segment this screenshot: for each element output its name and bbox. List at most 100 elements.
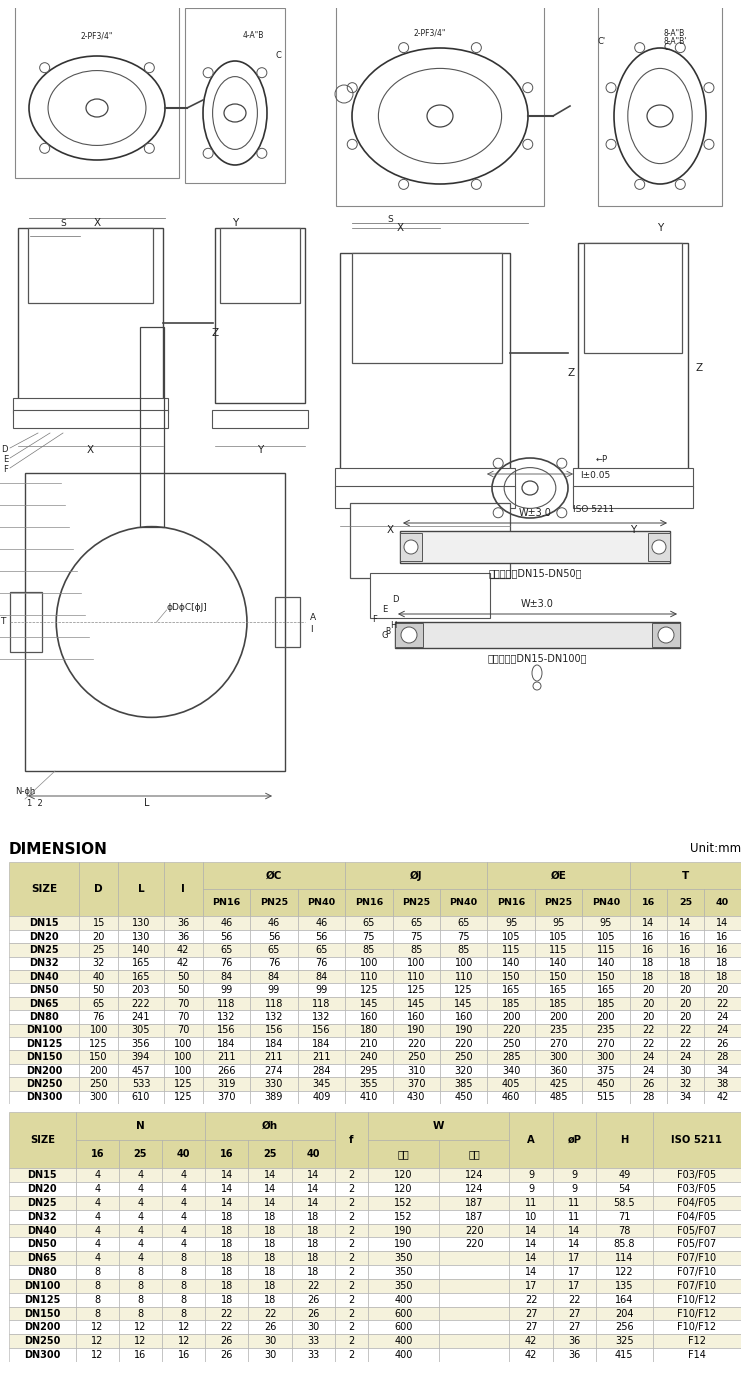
Bar bbox=[596, 1307, 652, 1321]
Bar bbox=[206, 1181, 248, 1197]
Bar bbox=[9, 1091, 79, 1104]
Bar bbox=[630, 1037, 667, 1051]
Bar bbox=[162, 1279, 206, 1293]
Text: C': C' bbox=[664, 44, 672, 52]
Bar bbox=[202, 917, 250, 929]
Bar bbox=[251, 943, 298, 957]
Bar bbox=[76, 1238, 119, 1252]
Bar bbox=[28, 229, 153, 303]
Bar bbox=[9, 1011, 79, 1023]
Text: 12: 12 bbox=[91, 1322, 104, 1333]
Text: 4: 4 bbox=[137, 1198, 143, 1208]
Bar bbox=[553, 1238, 596, 1252]
Text: 25: 25 bbox=[263, 1150, 277, 1159]
Text: 18: 18 bbox=[220, 1267, 233, 1276]
Text: DN300: DN300 bbox=[24, 1349, 61, 1360]
Text: C': C' bbox=[598, 37, 606, 47]
Bar bbox=[118, 957, 164, 969]
Bar bbox=[368, 1321, 439, 1334]
Text: 190: 190 bbox=[454, 1026, 472, 1036]
Bar bbox=[509, 1279, 553, 1293]
Bar bbox=[345, 943, 392, 957]
Text: 115: 115 bbox=[549, 945, 568, 954]
Bar bbox=[9, 1181, 76, 1197]
Bar bbox=[439, 1238, 509, 1252]
Text: 350: 350 bbox=[394, 1253, 412, 1263]
Bar bbox=[118, 929, 164, 943]
Bar bbox=[582, 997, 630, 1011]
Text: 2: 2 bbox=[348, 1349, 355, 1360]
Ellipse shape bbox=[399, 43, 409, 52]
Bar bbox=[76, 1334, 119, 1348]
Bar bbox=[667, 890, 704, 917]
Text: DN250: DN250 bbox=[26, 1080, 62, 1089]
Bar bbox=[553, 1252, 596, 1265]
Text: 305: 305 bbox=[132, 1026, 150, 1036]
Bar bbox=[582, 929, 630, 943]
Bar bbox=[15, 3, 179, 178]
Bar bbox=[395, 622, 680, 649]
Bar bbox=[596, 1197, 652, 1210]
Text: 40: 40 bbox=[307, 1150, 320, 1159]
Bar bbox=[248, 1252, 292, 1265]
Text: 85: 85 bbox=[363, 945, 375, 954]
Bar bbox=[667, 983, 704, 997]
Text: 256: 256 bbox=[615, 1322, 634, 1333]
Bar bbox=[582, 1023, 630, 1037]
Bar bbox=[251, 1077, 298, 1091]
Bar bbox=[439, 1168, 509, 1181]
Text: DN25: DN25 bbox=[28, 1198, 57, 1208]
Text: 125: 125 bbox=[174, 1080, 193, 1089]
Bar bbox=[298, 1037, 345, 1051]
Bar bbox=[535, 890, 582, 917]
Text: 220: 220 bbox=[454, 1038, 473, 1049]
Text: 20: 20 bbox=[642, 1012, 655, 1022]
Bar bbox=[292, 1252, 334, 1265]
Bar bbox=[251, 957, 298, 969]
Bar bbox=[251, 983, 298, 997]
Text: DN15: DN15 bbox=[29, 918, 58, 928]
Bar bbox=[76, 1279, 119, 1293]
Bar bbox=[202, 957, 250, 969]
Bar bbox=[630, 929, 667, 943]
Bar bbox=[667, 997, 704, 1011]
Bar bbox=[440, 997, 488, 1011]
Text: 12: 12 bbox=[91, 1336, 104, 1347]
Bar bbox=[392, 969, 440, 983]
Bar bbox=[79, 1077, 118, 1091]
Text: 184: 184 bbox=[217, 1038, 236, 1049]
Text: 16: 16 bbox=[134, 1349, 146, 1360]
Text: 457: 457 bbox=[132, 1066, 150, 1075]
Bar bbox=[292, 1197, 334, 1210]
Text: DN125: DN125 bbox=[26, 1038, 62, 1049]
Text: 132: 132 bbox=[312, 1012, 331, 1022]
Bar bbox=[392, 890, 440, 917]
Text: 115: 115 bbox=[502, 945, 520, 954]
Bar bbox=[140, 326, 164, 526]
Bar bbox=[164, 917, 202, 929]
Bar bbox=[119, 1252, 162, 1265]
Text: 65: 65 bbox=[410, 918, 422, 928]
Text: L: L bbox=[138, 884, 144, 894]
Bar bbox=[582, 983, 630, 997]
Bar bbox=[553, 1197, 596, 1210]
Text: N-ϕh: N-ϕh bbox=[15, 786, 35, 796]
Bar bbox=[334, 1197, 368, 1210]
Text: 2: 2 bbox=[348, 1212, 355, 1221]
Text: 4: 4 bbox=[181, 1198, 187, 1208]
Bar bbox=[206, 1252, 248, 1265]
Bar bbox=[439, 1224, 509, 1238]
Text: 铸造手柄（DN15-DN100）: 铸造手柄（DN15-DN100） bbox=[488, 653, 586, 662]
Bar bbox=[9, 1113, 76, 1168]
Ellipse shape bbox=[401, 627, 417, 643]
Bar bbox=[488, 983, 535, 997]
Text: 270: 270 bbox=[549, 1038, 568, 1049]
Text: DN80: DN80 bbox=[28, 1267, 57, 1276]
Bar bbox=[118, 1077, 164, 1091]
Bar bbox=[164, 1077, 202, 1091]
Ellipse shape bbox=[522, 481, 538, 494]
Bar bbox=[202, 1037, 250, 1051]
Text: 24: 24 bbox=[716, 1012, 729, 1022]
Text: 17: 17 bbox=[568, 1267, 580, 1276]
Bar bbox=[79, 929, 118, 943]
